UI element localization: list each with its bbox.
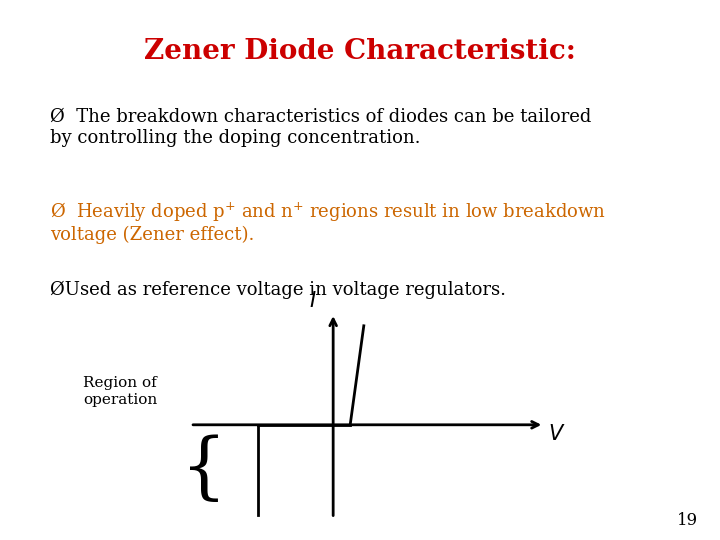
Text: Zener Diode Characteristic:: Zener Diode Characteristic: <box>144 38 576 65</box>
Text: $I$: $I$ <box>309 292 317 312</box>
Text: Region of
operation: Region of operation <box>83 376 157 407</box>
Text: Ø  The breakdown characteristics of diodes can be tailored
by controlling the do: Ø The breakdown characteristics of diode… <box>50 108 592 147</box>
Text: $V$: $V$ <box>548 424 565 444</box>
Text: Ø  Heavily doped p$^{+}$ and n$^{+}$ regions result in low breakdown
voltage (Ze: Ø Heavily doped p$^{+}$ and n$^{+}$ regi… <box>50 200 606 244</box>
Text: ØUsed as reference voltage in voltage regulators.: ØUsed as reference voltage in voltage re… <box>50 281 506 299</box>
Text: {: { <box>181 435 227 505</box>
Text: 19: 19 <box>678 512 698 529</box>
